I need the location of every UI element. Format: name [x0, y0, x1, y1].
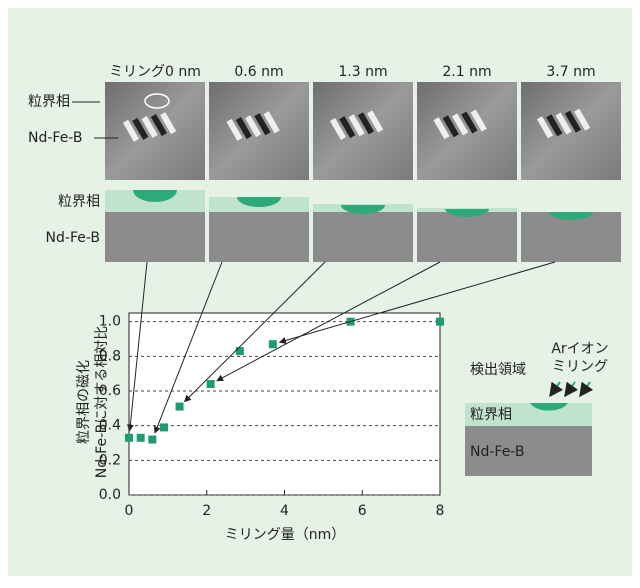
y-axis-title: 粒界相の磁化 — [76, 360, 92, 444]
image-label: 粒界相 — [28, 94, 70, 110]
y-tick-label: 0.6 — [99, 383, 121, 399]
micrographs — [105, 82, 621, 180]
point — [436, 318, 444, 326]
point — [148, 436, 156, 444]
point — [125, 434, 133, 442]
x-tick-label: 2 — [202, 503, 211, 519]
y-tick-label: 0.0 — [99, 487, 121, 503]
inset-label: 検出領域 — [470, 361, 526, 378]
substrate — [417, 212, 517, 262]
inset-label: ミリング — [552, 359, 608, 375]
y-tick-label: 0.4 — [99, 418, 121, 434]
x-tick-label: 6 — [358, 503, 367, 519]
x-tick-label: 4 — [280, 503, 289, 519]
point — [137, 434, 145, 442]
x-axis-title: ミリング量（nm） — [225, 527, 346, 543]
x-tick-label: 0 — [125, 503, 134, 519]
substrate — [105, 212, 205, 262]
substrate — [313, 212, 413, 262]
point — [176, 403, 184, 411]
inset-label: Arイオン — [551, 341, 608, 357]
y-tick-label: 0.8 — [99, 348, 121, 364]
schematic-label: Nd-Fe-B — [46, 230, 100, 246]
point — [269, 340, 277, 348]
inset-label: Nd-Fe-B — [470, 444, 524, 460]
panel-label: 1.3 nm — [338, 64, 387, 80]
panel-label: 0.6 nm — [234, 64, 283, 80]
figure: 粒界相 Nd-Fe-B 粒界相 Nd-Fe-B 検出領域 Arイオン ミリング … — [0, 0, 640, 584]
panel-label: 2.1 nm — [442, 64, 491, 80]
point — [160, 423, 168, 431]
image-label: Nd-Fe-B — [28, 130, 82, 146]
substrate — [209, 212, 309, 262]
inset-label: 粒界相 — [470, 407, 512, 423]
panel-label: 3.7 nm — [546, 64, 595, 80]
x-tick-label: 8 — [436, 503, 445, 519]
y-tick-label: 0.2 — [99, 452, 121, 468]
y-tick-label: 1.0 — [99, 314, 121, 330]
panel-label: ミリング0 nm — [109, 64, 201, 80]
point — [236, 347, 244, 355]
point — [207, 380, 215, 388]
schematic-label: 粒界相 — [58, 194, 100, 210]
